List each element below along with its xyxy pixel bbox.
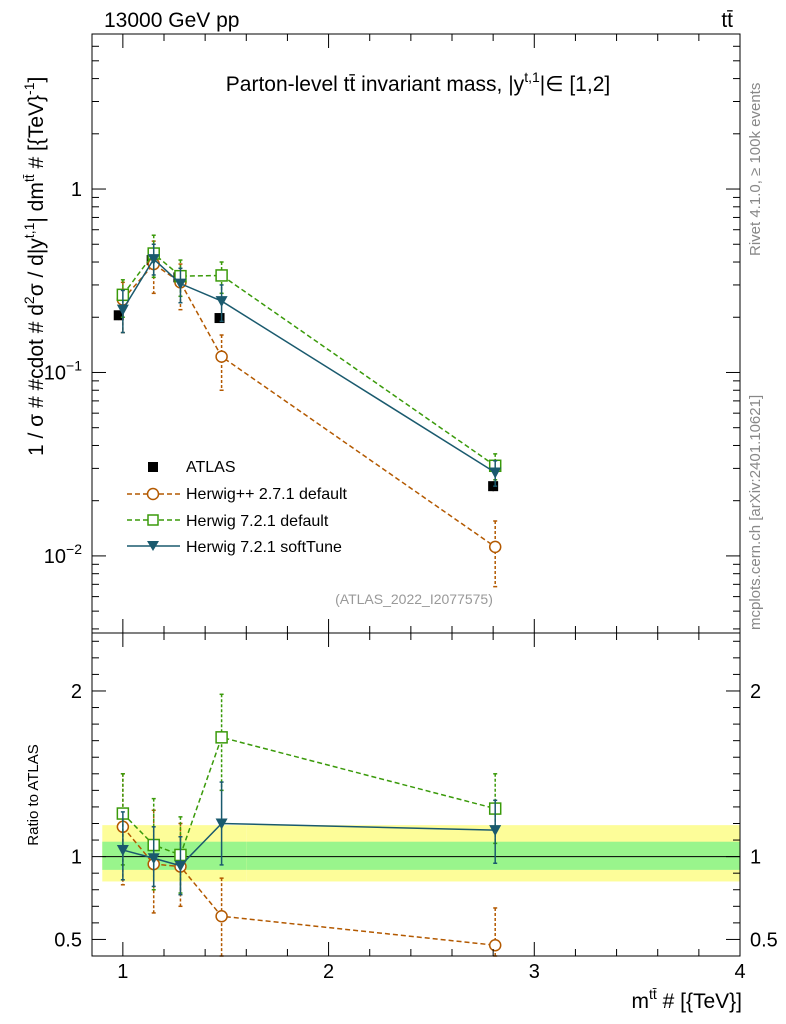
ratio-y-tick-label-right: 1 (750, 847, 761, 869)
xlabel-part-1: tt̄ (649, 986, 657, 1002)
legend-label-herwig721: Herwig 7.2.1 default (186, 513, 329, 530)
legend-marker-herwigpp (146, 487, 160, 501)
ylabel-part-6: # [{TeV} (25, 95, 48, 174)
ylabel-part-4: | dm (25, 182, 48, 222)
main-y-tick-label: 10−1 (44, 357, 82, 384)
ylabel-part-5: tt̄ (21, 174, 37, 182)
rivet-label: Rivet 4.1.0, ≥ 100k events (747, 83, 764, 256)
x-tick-label: 1 (117, 961, 128, 983)
x-tick-label: 3 (529, 961, 540, 983)
legend-marker-atlas (148, 462, 158, 472)
process-label: tt̄ (721, 9, 733, 32)
data-point-marker (489, 467, 502, 479)
data-point-marker (147, 254, 160, 266)
legend-marker-softtune (147, 541, 159, 551)
ratio-frame (91, 632, 741, 957)
x-axis-label: mtt̄ # [{TeV}] (631, 986, 742, 1013)
atlas-data-point (113, 310, 124, 321)
series-line (122, 257, 496, 474)
atlas-data-point (488, 481, 499, 492)
data-point-marker (147, 853, 160, 865)
data-point-marker (174, 860, 187, 872)
ratio-series (116, 693, 502, 957)
ylabel-part-7: -1 (21, 82, 37, 95)
ratio-axis-ticks: 0.5 0.5 1 1 2 2 1 2 3 4 (54, 633, 778, 983)
ratio-y-tick-label: 2 (71, 681, 82, 703)
ylabel-part-3: t,1 (21, 222, 37, 238)
data-point-marker (215, 818, 228, 830)
legend-label-herwigpp: Herwig++ 2.7.1 default (186, 486, 348, 503)
ratio-y-tick-label: 0.5 (54, 929, 82, 951)
main-series (113, 234, 502, 588)
ratio-uncertainty-bands (102, 825, 741, 882)
main-y-tick-label: 1 (71, 179, 82, 201)
ratio-band-inner (246, 841, 741, 870)
main-y-tick-label-exp: −2 (66, 541, 82, 557)
data-point-marker (215, 731, 228, 744)
energy-label: 13000 GeV pp (104, 9, 239, 32)
main-y-axis-label: 1 / σ # #cdot # d2σ / d|yt,1| dmtt̄ # [{… (21, 77, 48, 456)
main-title-post: |∈ [1,2] (540, 73, 610, 96)
data-point-marker (215, 909, 228, 923)
data-point-marker (174, 278, 187, 290)
series-line (122, 263, 496, 548)
x-tick-label: 4 (734, 961, 745, 983)
data-point-marker (489, 825, 502, 837)
watermark-label: (ATLAS_2022_I2077575) (335, 591, 493, 607)
ratio-y-tick-label: 1 (71, 847, 82, 869)
ratio-y-tick-label-right: 0.5 (750, 929, 778, 951)
xlabel-part-0: m (631, 990, 649, 1013)
data-point-marker (488, 938, 502, 952)
data-point-marker (116, 304, 129, 316)
main-y-tick-label-base: 10 (44, 546, 66, 568)
ylabel-part-8: ] (25, 77, 48, 83)
data-point-marker (215, 350, 228, 363)
main-y-tick-label: 10−2 (44, 541, 82, 568)
series-line (122, 252, 496, 467)
main-axis-ticks: 110−110−2 (44, 33, 741, 633)
data-point-marker (215, 296, 228, 308)
legend: ATLAS Herwig++ 2.7.1 default Herwig 7.2.… (127, 459, 348, 556)
data-point-marker (116, 844, 129, 856)
atlas-data-point (214, 313, 225, 324)
main-title-sup: t,1 (524, 69, 540, 85)
ylabel-part-2: σ / d|y (25, 238, 48, 297)
main-title: Parton-level tt̄ invariant mass, |yt,1|∈… (226, 69, 610, 96)
main-y-tick-label-exp: −1 (66, 357, 82, 373)
xlabel-part-2: # [{TeV}] (657, 990, 742, 1013)
ylabel-part-1: 2 (21, 296, 37, 304)
main-title-pre: Parton-level tt̄ invariant mass, |y (226, 73, 525, 96)
legend-marker-herwig721 (147, 514, 159, 526)
ylabel-part-0: 1 / σ # #cdot # d (25, 304, 48, 456)
mcplots-label: mcplots.cern.ch [arXiv:2401.10621] (747, 395, 764, 630)
data-point-marker (488, 540, 502, 554)
legend-label-softtune: Herwig 7.2.1 softTune (186, 539, 342, 556)
legend-label-atlas: ATLAS (186, 459, 236, 476)
ratio-y-axis-label: Ratio to ATLAS (25, 744, 42, 845)
data-point-marker (215, 269, 228, 282)
main-y-tick-label-base: 1 (71, 179, 82, 201)
ratio-y-tick-label-right: 2 (750, 681, 761, 703)
x-tick-label: 2 (323, 961, 334, 983)
main-y-tick-label-base: 10 (44, 362, 66, 384)
